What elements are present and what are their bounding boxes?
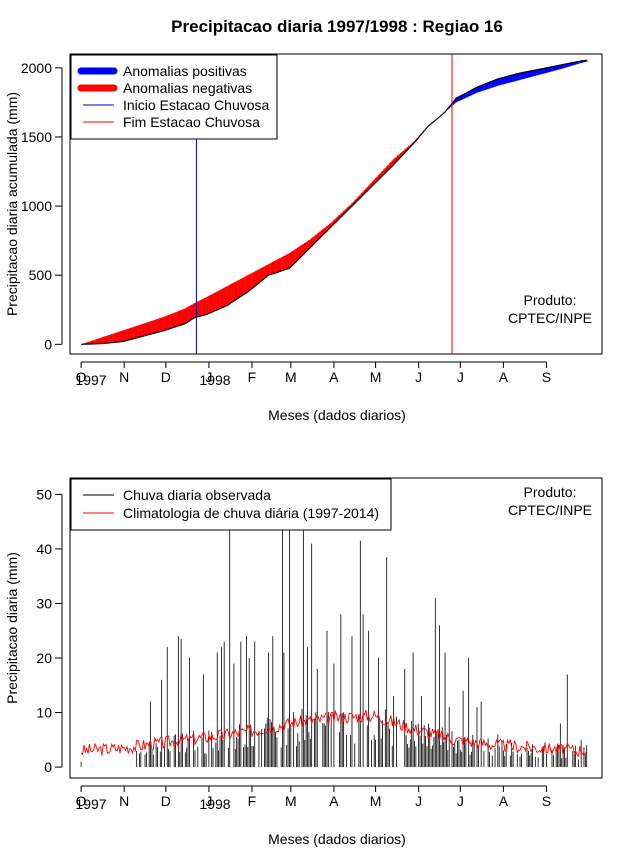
bottom-year-1998: 1998	[199, 796, 230, 812]
x-tick-label: J	[205, 793, 212, 809]
x-tick-label: J	[457, 369, 464, 385]
legend-label-start: Inicio Estacao Chuvosa	[123, 97, 270, 113]
x-tick-label: J	[415, 369, 422, 385]
x-tick-label: A	[329, 793, 339, 809]
top-y-axis: 0 500 1000 1500 2000	[21, 60, 63, 352]
observed-accum-line	[81, 59, 587, 345]
x-tick-label: O	[76, 369, 87, 385]
accumulated-panel: 0 500 1000 1500 2000 O N D J F M A M J J A S Precipitac…	[4, 53, 603, 423]
x-tick-label: S	[542, 793, 551, 809]
x-tick-label: J	[205, 369, 212, 385]
y-tick-label: 20	[36, 650, 52, 666]
bottom-x-label: Meses (dados diarios)	[268, 831, 406, 847]
top-y-label: Precipitacao diaria acumulada (mm)	[4, 92, 20, 316]
x-tick-label: F	[248, 369, 257, 385]
daily-panel: 0 10 20 30 40 50 O N D J F M A M J J A S Precipitacao di…	[4, 477, 603, 847]
observed-daily-bars	[80, 510, 588, 768]
legend-label-end: Fim Estacao Chuvosa	[123, 114, 260, 130]
x-tick-label: M	[285, 793, 297, 809]
legend-label-observed: Chuva diaria observada	[123, 487, 271, 503]
y-tick-label: 1500	[21, 129, 52, 145]
x-tick-label: J	[415, 793, 422, 809]
legend-label-negative: Anomalias negativas	[123, 80, 252, 96]
x-tick-label: A	[499, 369, 509, 385]
x-tick-label: O	[76, 793, 87, 809]
top-year-1997: 1997	[75, 372, 106, 388]
x-tick-label: D	[161, 369, 171, 385]
bottom-produto-line2: CPTEC/INPE	[508, 502, 592, 518]
x-tick-label: A	[499, 793, 509, 809]
top-x-label: Meses (dados diarios)	[268, 407, 406, 423]
bottom-y-axis: 0 10 20 30 40 50	[36, 486, 63, 775]
top-legend: Anomalias positivas Anomalias negativas …	[70, 54, 278, 140]
y-tick-label: 2000	[21, 60, 52, 76]
bottom-plot-frame	[69, 477, 603, 779]
x-tick-label: A	[329, 369, 339, 385]
x-tick-label: M	[370, 369, 382, 385]
bottom-year-1997: 1997	[75, 796, 106, 812]
climatology-line	[80, 709, 588, 758]
top-produto-line2: CPTEC/INPE	[508, 310, 592, 326]
top-year-1998: 1998	[199, 372, 230, 388]
chart-title: Precipitacao diaria 1997/1998 : Regiao 1…	[171, 17, 503, 36]
y-tick-label: 0	[44, 759, 52, 775]
top-plot-frame	[69, 53, 603, 355]
bottom-legend: Chuva diaria observada Climatologia de c…	[70, 478, 392, 531]
y-tick-label: 0	[44, 336, 52, 352]
x-tick-label: J	[457, 793, 464, 809]
y-tick-label: 50	[36, 486, 52, 502]
y-tick-label: 10	[36, 705, 52, 721]
y-tick-label: 30	[36, 595, 52, 611]
legend-label-climatology: Climatologia de chuva diária (1997-2014)	[123, 505, 379, 521]
y-tick-label: 500	[29, 267, 53, 283]
legend-label-positive: Anomalias positivas	[123, 63, 247, 79]
top-produto-line1: Produto:	[524, 292, 577, 308]
x-tick-label: N	[119, 369, 129, 385]
x-tick-label: M	[370, 793, 382, 809]
x-tick-label: M	[285, 369, 297, 385]
y-tick-label: 40	[36, 541, 52, 557]
bottom-y-label: Precipitacao diaria (mm)	[4, 552, 20, 704]
bottom-produto-line1: Produto:	[524, 484, 577, 500]
y-tick-label: 1000	[21, 198, 52, 214]
x-tick-label: N	[119, 793, 129, 809]
x-tick-label: F	[248, 793, 257, 809]
x-tick-label: D	[161, 793, 171, 809]
x-tick-label: S	[542, 369, 551, 385]
